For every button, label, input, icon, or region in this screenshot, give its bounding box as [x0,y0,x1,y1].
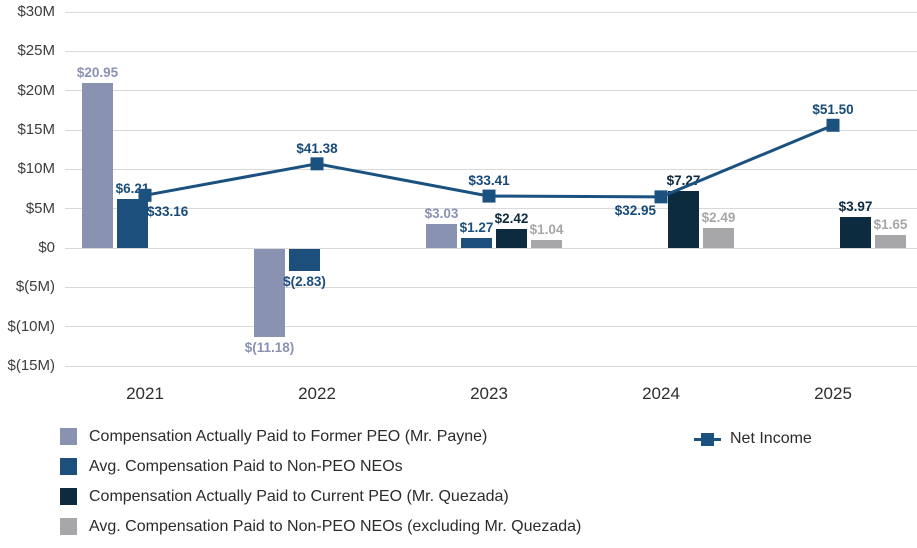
x-axis-label-2021: 2021 [126,384,164,403]
bar-value-label: $3.97 [838,198,873,214]
y-axis-tick-label: $(10M) [7,317,55,335]
legend-label-net-income: Net Income [730,430,812,447]
bar-value-label: $1.04 [529,221,564,237]
bar-value-label: $2.49 [701,210,736,226]
net-income-marker [482,189,496,203]
bar-value-label: $6.21 [115,181,150,197]
y-axis-tick-label: $10M [17,160,55,178]
y-axis-tick-label: $5M [25,199,55,217]
gridline [65,50,917,52]
y-axis-tick-label: $30M [17,3,55,20]
legend-label-non-peo-neos: Avg. Compensation Paid to Non-PEO NEOs [89,457,403,475]
net-income-value-label: $41.38 [296,140,338,156]
gridline [65,11,917,13]
x-axis-label-2024: 2024 [642,384,680,403]
net-income-line-marker-icon [694,432,721,446]
bar-2021-series1 [117,199,148,248]
legend-item-former-peo: Compensation Actually Paid to Former PEO… [60,428,581,445]
legend-item-non-peo-neos: Avg. Compensation Paid to Non-PEO NEOs [60,458,581,475]
bar-value-label: $(2.83) [283,274,326,290]
legend-swatch-former-peo [60,428,77,445]
bar-2023-series3 [531,239,562,248]
legend-item-net-income: Net Income [694,430,812,448]
gridline [65,208,917,210]
gridline [65,326,917,328]
legend-label-current-peo: Compensation Actually Paid to Current PE… [89,487,509,505]
bar-2022-series1 [289,249,320,272]
gridline [65,286,917,288]
gridline [65,365,917,367]
bar-value-label: $1.65 [873,217,908,233]
bar-value-label: $2.42 [494,210,529,226]
gridline [65,129,917,131]
x-axis-label-2023: 2023 [470,384,508,403]
bar-2022-series0 [254,249,285,337]
x-axis-label-2025: 2025 [814,384,852,403]
y-axis-tick-label: $0 [38,239,55,256]
chart-legend: Compensation Actually Paid to Former PEO… [60,428,581,548]
legend-item-current-peo: Compensation Actually Paid to Current PE… [60,488,581,505]
gridline [65,90,917,92]
bar-value-label: $3.03 [424,206,459,222]
net-income-value-label: $33.41 [468,173,510,189]
net-income-value-label: $32.95 [614,202,656,218]
bar-2024-series3 [703,228,734,248]
bar-2023-series1 [461,238,492,248]
legend-label-former-peo: Compensation Actually Paid to Former PEO… [89,427,488,445]
bar-2024-series2 [668,190,699,248]
y-axis-tick-label: $(5M) [15,278,55,296]
x-axis-label-2022: 2022 [298,384,336,403]
net-income-value-label: $51.50 [812,102,854,118]
legend-swatch-current-peo [60,488,77,505]
y-axis-tick-label: $20M [17,81,55,99]
net-income-marker [654,190,668,204]
bar-value-label: $7.27 [666,172,701,188]
y-axis-tick-label: $25M [17,42,55,60]
bar-value-label: $1.27 [459,220,494,235]
bar-2023-series0 [426,224,457,248]
gridline [65,247,917,249]
bar-2021-series0 [82,83,113,248]
legend-swatch-non-peo-neos-excl [60,518,77,535]
bar-2025-series3 [875,235,906,248]
net-income-value-label: $33.16 [147,204,189,220]
y-axis-tick-label: $15M [17,121,55,138]
legend-item-non-peo-neos-excl: Avg. Compensation Paid to Non-PEO NEOs (… [60,518,581,535]
legend-swatch-non-peo-neos [60,458,77,475]
y-axis-tick-label: $(15M) [7,357,55,374]
legend-label-non-peo-neos-excl: Avg. Compensation Paid to Non-PEO NEOs (… [89,517,582,535]
bar-value-label: $(11.18) [244,339,295,355]
bar-value-label: $20.95 [76,65,119,81]
bar-2025-series2 [840,216,871,248]
gridline [65,168,917,170]
bar-2023-series2 [496,228,527,248]
